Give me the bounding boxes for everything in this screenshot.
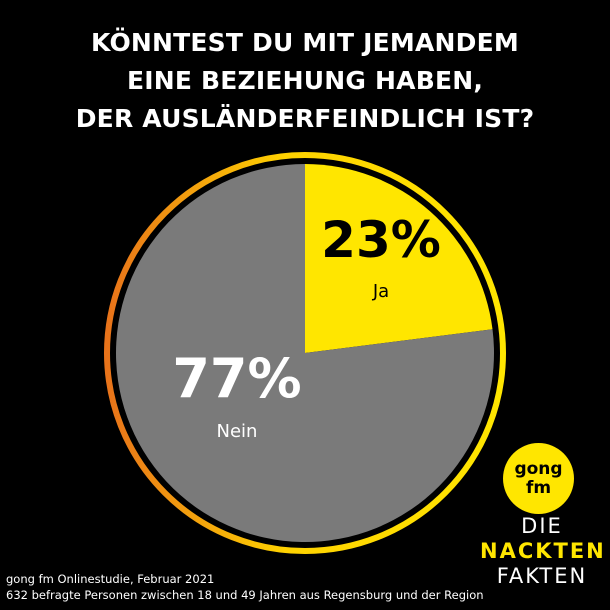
title-line-3: DER AUSLÄNDERFEINDLICH IST?: [75, 104, 535, 133]
logo-text-gong: gong: [514, 458, 563, 479]
slice-percent-nein: 77%: [172, 347, 301, 410]
source-note: gong fm Onlinestudie, Februar 2021 632 b…: [6, 571, 484, 603]
wordmark-line-1: DIE: [521, 514, 563, 538]
source-line-2: 632 befragte Personen zwischen 18 und 49…: [6, 588, 484, 602]
gong-fm-logo: gong fm: [503, 443, 574, 514]
source-line-1: gong fm Onlinestudie, Februar 2021: [6, 572, 215, 586]
slice-percent-ja: 23%: [321, 211, 441, 269]
logo-text-fm: fm: [525, 477, 552, 498]
pie-slice-ja: [305, 164, 493, 353]
slice-label-nein: Nein: [217, 421, 258, 442]
pie-outer-ring: [104, 152, 506, 554]
die-nackten-fakten-wordmark: DIE NACKTEN FAKTEN: [480, 514, 604, 589]
title-line-2: EINE BEZIEHUNG HABEN,: [126, 66, 484, 95]
wordmark-line-2: NACKTEN: [480, 539, 606, 563]
chart-title: KÖNNTEST DU MIT JEMANDEM EINE BEZIEHUNG …: [0, 24, 610, 138]
wordmark-line-3: FAKTEN: [496, 564, 588, 588]
slice-label-ja: Ja: [372, 281, 389, 302]
title-line-1: KÖNNTEST DU MIT JEMANDEM: [91, 28, 519, 57]
pie-slice-nein: [115, 164, 494, 542]
